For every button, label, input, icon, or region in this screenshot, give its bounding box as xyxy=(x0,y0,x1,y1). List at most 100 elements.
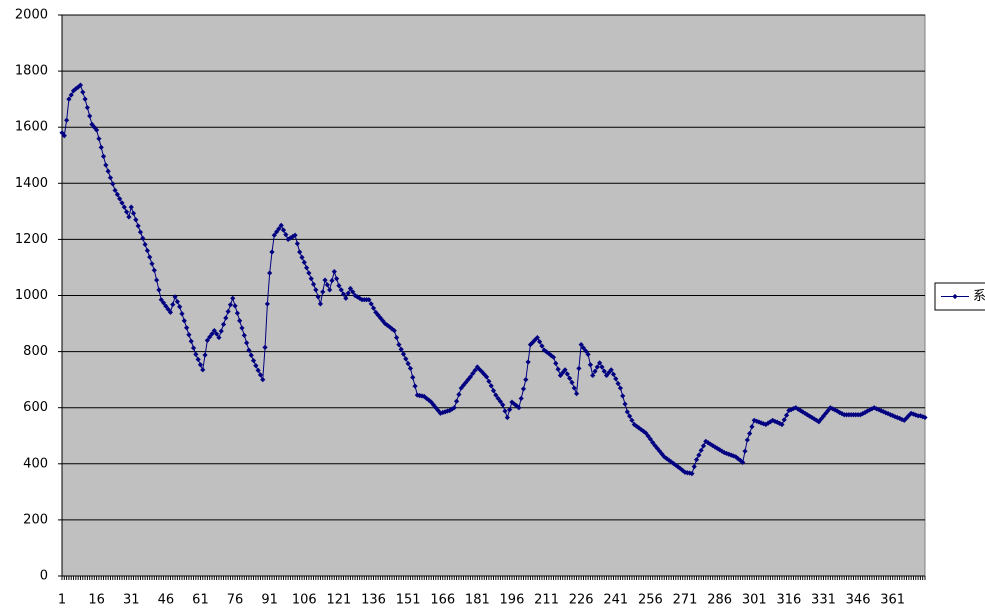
point-marker xyxy=(387,324,393,330)
point-marker xyxy=(303,265,310,271)
point-marker xyxy=(128,204,134,210)
point-marker xyxy=(620,393,626,399)
point-marker xyxy=(343,295,349,301)
point-marker xyxy=(617,385,624,391)
point-marker xyxy=(753,418,760,424)
point-marker xyxy=(87,113,93,119)
point-marker xyxy=(818,416,824,422)
point-marker xyxy=(400,351,407,357)
point-marker xyxy=(398,346,404,352)
point-marker xyxy=(368,301,374,307)
point-marker xyxy=(532,337,538,343)
point-marker xyxy=(294,241,300,247)
point-marker xyxy=(186,332,192,338)
point-marker xyxy=(698,447,704,453)
point-marker xyxy=(133,217,139,223)
point-marker xyxy=(834,408,840,414)
point-marker xyxy=(154,277,160,283)
point-marker xyxy=(721,449,727,456)
point-marker xyxy=(179,311,185,317)
point-marker xyxy=(94,127,100,133)
point-marker xyxy=(587,362,594,368)
x-tick-label: 211 xyxy=(534,593,559,608)
point-marker xyxy=(117,196,123,202)
point-marker xyxy=(460,382,467,388)
point-marker xyxy=(654,445,660,451)
point-marker xyxy=(407,365,414,372)
point-marker xyxy=(525,359,531,365)
point-marker xyxy=(271,232,277,238)
point-marker xyxy=(188,338,194,344)
point-marker xyxy=(800,409,806,415)
x-tick-label: 61 xyxy=(192,593,209,608)
point-marker xyxy=(306,270,312,276)
point-marker xyxy=(518,395,524,402)
point-marker xyxy=(320,289,326,295)
point-marker xyxy=(331,269,337,275)
point-marker xyxy=(276,226,282,232)
point-marker xyxy=(184,325,190,331)
y-tick-label: 1800 xyxy=(15,64,48,79)
point-marker xyxy=(890,412,896,419)
point-marker xyxy=(428,399,434,405)
point-marker xyxy=(650,439,656,446)
point-marker xyxy=(137,229,144,235)
x-tick-label: 331 xyxy=(811,593,836,608)
point-marker xyxy=(410,374,416,381)
point-marker xyxy=(135,223,141,229)
point-marker xyxy=(96,136,102,142)
point-marker xyxy=(779,421,785,428)
point-marker xyxy=(253,363,259,369)
point-marker xyxy=(548,352,554,359)
point-marker xyxy=(597,360,603,366)
point-marker xyxy=(687,470,693,476)
point-marker xyxy=(243,340,250,346)
point-marker xyxy=(860,410,866,417)
x-tick-label: 151 xyxy=(396,593,421,608)
point-marker xyxy=(396,341,402,348)
point-marker xyxy=(922,414,928,421)
point-marker xyxy=(869,406,875,412)
point-marker xyxy=(112,187,118,193)
point-marker xyxy=(170,301,176,308)
point-marker xyxy=(590,372,596,379)
point-marker xyxy=(393,334,400,341)
point-marker xyxy=(237,318,243,324)
point-marker xyxy=(647,436,654,442)
point-marker xyxy=(327,287,333,293)
y-tick-label: 800 xyxy=(23,344,48,359)
point-marker xyxy=(576,365,582,372)
point-marker xyxy=(613,376,619,382)
point-marker xyxy=(917,413,923,419)
point-marker xyxy=(772,418,778,425)
point-marker xyxy=(504,414,510,421)
legend-marker xyxy=(952,293,958,300)
point-marker xyxy=(788,407,794,413)
point-marker xyxy=(610,371,617,377)
point-marker xyxy=(354,294,360,300)
x-tick-label: 31 xyxy=(123,593,140,608)
point-marker xyxy=(465,377,471,383)
point-marker xyxy=(700,443,707,449)
point-marker xyxy=(737,457,744,464)
point-marker xyxy=(449,406,455,412)
point-marker xyxy=(717,447,723,453)
point-marker xyxy=(744,437,750,443)
point-marker xyxy=(239,325,245,331)
point-marker xyxy=(225,308,231,315)
point-marker xyxy=(167,309,174,315)
point-marker xyxy=(873,406,880,412)
point-marker xyxy=(218,328,224,334)
point-marker xyxy=(299,254,305,260)
point-marker xyxy=(66,96,72,102)
point-marker xyxy=(160,300,167,306)
point-marker xyxy=(301,259,307,266)
point-marker xyxy=(144,248,150,254)
point-marker xyxy=(147,254,153,260)
point-marker xyxy=(340,291,347,297)
point-marker xyxy=(703,438,709,444)
point-marker xyxy=(142,241,148,248)
point-marker xyxy=(809,414,815,421)
point-marker xyxy=(479,369,485,375)
point-marker xyxy=(899,416,905,423)
